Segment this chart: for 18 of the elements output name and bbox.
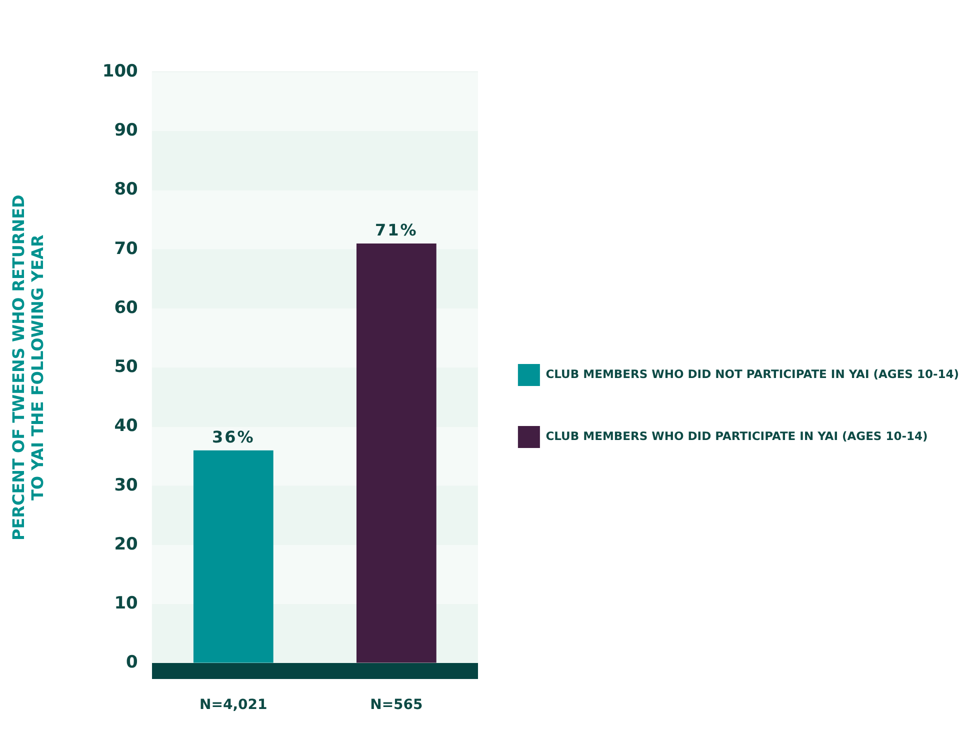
y-axis-title: PERCENT OF TWEENS WHO RETURNED TO YAI THE FOLLOWING YEAR — [8, 194, 47, 541]
y-tick-label: 60 — [114, 298, 138, 318]
y-tick-label: 50 — [114, 357, 138, 378]
y-tick-label: 30 — [114, 475, 138, 496]
y-tick-label: 10 — [114, 594, 138, 614]
data-label: 36% — [212, 428, 255, 447]
y-tick-label: 70 — [114, 238, 138, 259]
y-tick-label: 0 — [126, 652, 138, 673]
y-tick-label: 100 — [102, 61, 138, 82]
y-tick-label: 20 — [114, 534, 138, 554]
x-tick-label: N=565 — [370, 697, 423, 714]
data-label: 71% — [375, 220, 418, 240]
y-tick-label: 40 — [114, 416, 138, 436]
y-tick-label: 80 — [114, 180, 138, 200]
legend-label: CLUB MEMBERS WHO DID NOT PARTICIPATE IN YAI (AGES 10-14) — [546, 366, 960, 381]
legend-label: CLUB MEMBERS WHO DID PARTICIPATE IN YAI (AGES 10-14) — [546, 428, 928, 443]
x-tick-label: N=4,021 — [200, 697, 268, 714]
y-tick-label: 90 — [114, 120, 138, 141]
